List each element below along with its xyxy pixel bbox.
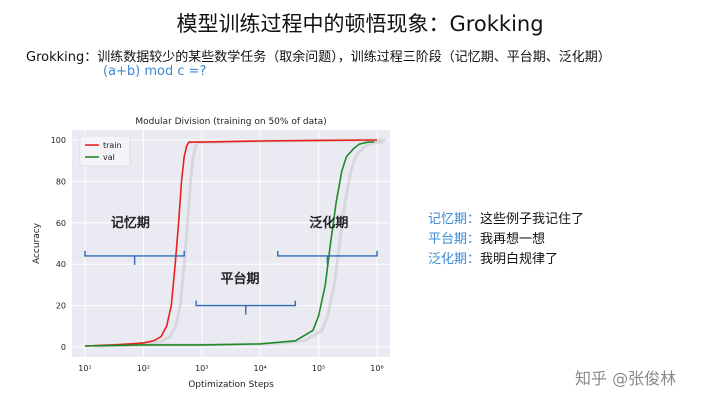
x-axis-label: Optimization Steps	[188, 380, 274, 390]
series-line-val	[84, 141, 375, 347]
watermark: 知乎 @张俊林	[575, 369, 677, 388]
memorize-bracket	[84, 250, 185, 265]
phase-annotation-2: 泛化期	[309, 215, 348, 231]
y-tick-label: 60	[56, 219, 66, 228]
accuracy-chart: 0 20 40 60 80 100 10¹ 10² 10³ 10⁴ 10⁵ 10⁶ Modular Di…	[32, 117, 390, 390]
phase-memorize-key: 记忆期：	[428, 212, 481, 227]
x-tick-label: 10⁵	[312, 364, 325, 373]
phase-generalize: 泛化期：我明白规律了	[428, 248, 558, 267]
generalize-bracket	[277, 250, 378, 265]
y-tick-label: 100	[51, 136, 66, 145]
series-line-train	[84, 139, 378, 347]
phase-plateau-desc: 我再想一想	[480, 232, 546, 247]
chart-title: Modular Division (training on 50% of dat…	[135, 117, 326, 127]
legend-label-val: val	[103, 153, 115, 162]
formula-text: (a+b) mod c =?	[103, 64, 207, 79]
phase-annotation-0: 记忆期	[111, 215, 150, 231]
x-tick-label: 10⁶	[370, 364, 383, 373]
phase-memorize-desc: 这些例子我记住了	[480, 212, 585, 227]
y-tick-label: 40	[56, 260, 66, 269]
legend-label-train: train	[103, 141, 122, 150]
slide-subtitle: Grokking：训练数据较少的某些数学任务（取余问题），训练过程三阶段（记忆期…	[26, 50, 611, 65]
legend-box	[79, 135, 131, 167]
phase-annotation-1: 平台期	[220, 271, 259, 287]
x-tick-label: 10³	[195, 364, 208, 373]
plateau-bracket	[195, 300, 297, 315]
phase-memorize: 记忆期：这些例子我记住了	[428, 208, 584, 227]
x-tick-label: 10⁴	[254, 364, 267, 373]
phase-plateau-key: 平台期：	[428, 232, 481, 247]
x-tick-label: 10¹	[78, 364, 91, 373]
y-tick-label: 0	[61, 343, 66, 352]
plot-area	[72, 130, 390, 357]
y-axis-label: Accuracy	[32, 222, 42, 264]
phase-plateau: 平台期：我再想一想	[428, 228, 545, 247]
y-tick-label: 80	[56, 177, 66, 186]
y-tick-label: 20	[56, 302, 66, 311]
phase-generalize-desc: 我明白规律了	[480, 252, 559, 267]
x-tick-label: 10²	[137, 364, 150, 373]
slide-title: 模型训练过程中的顿悟现象：Grokking	[176, 12, 544, 36]
phase-generalize-key: 泛化期：	[428, 252, 481, 267]
